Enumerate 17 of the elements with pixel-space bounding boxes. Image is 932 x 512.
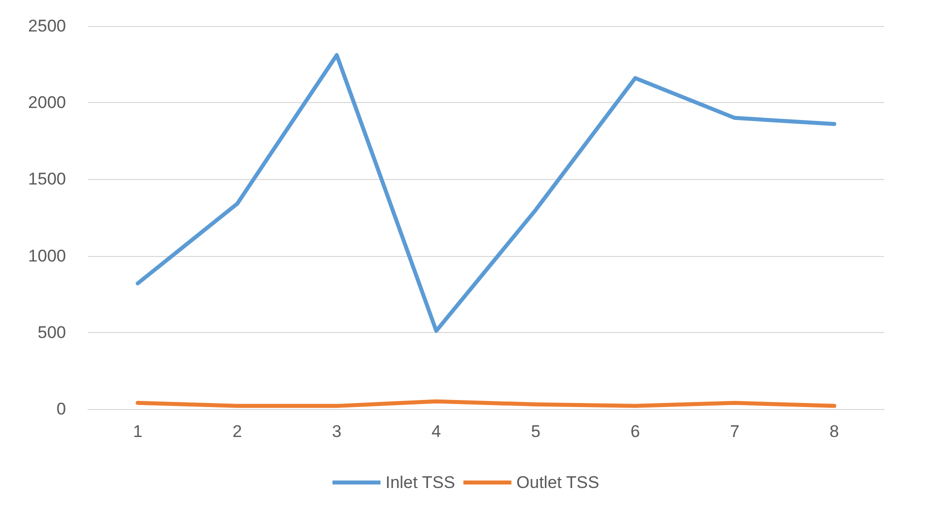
y-tick-label: 0 [56,400,66,418]
y-tick-label: 2000 [28,93,66,112]
legend-label: Outlet TSS [516,473,600,492]
x-tick-label: 5 [531,422,540,441]
y-tick-label: 2500 [28,16,66,36]
y-tick-label: 1000 [28,246,66,266]
x-tick-label: 3 [332,422,342,441]
x-tick-label: 1 [133,422,142,441]
x-tick-label: 6 [630,422,640,441]
x-tick-label: 4 [432,422,441,441]
legend-label: Inlet TSS [385,473,456,492]
line-series [136,53,836,333]
y-tick-label: 1500 [28,170,66,189]
x-tick-label: 2 [232,422,242,441]
y-tick-label: 500 [38,322,66,342]
x-tick-label: 8 [830,422,839,441]
x-tick-label: 7 [730,422,740,441]
